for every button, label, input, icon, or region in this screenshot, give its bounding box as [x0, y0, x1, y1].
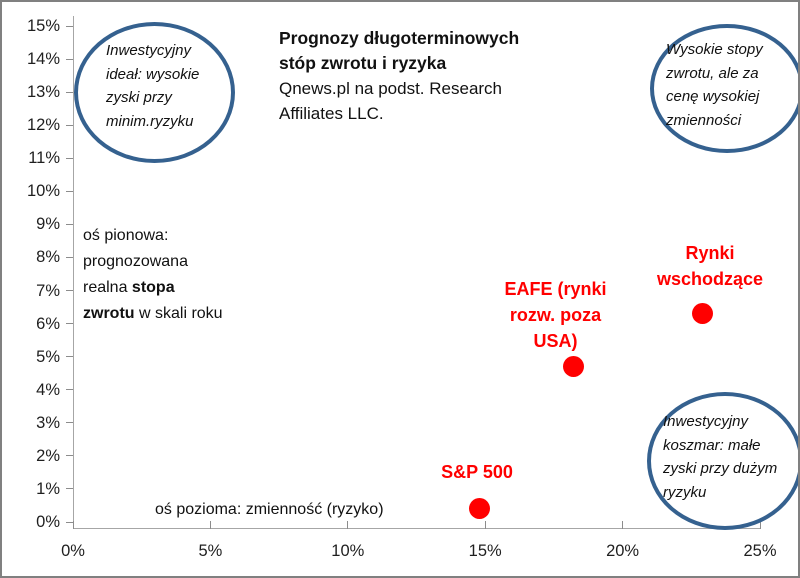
ellipse-high-return-high-risk-text: Wysokie stopy zwrotu, ale za cenę wysoki… [666, 41, 763, 129]
y-axis-line [73, 16, 74, 529]
x-tick-label: 5% [198, 542, 223, 560]
ellipse-investment-nightmare-text: Inwestycyjny koszmar: małe zyski przy du… [663, 413, 778, 501]
y-tick [66, 58, 73, 60]
data-point-label: EAFE (rynki rozw. poza USA) [504, 279, 607, 351]
y-axis-note-post: w skali roku [134, 305, 223, 322]
y-tick-label: 11% [28, 149, 60, 168]
x-tick [347, 521, 349, 529]
data-point-label: S&P 500 [441, 462, 513, 482]
y-tick-label: 7% [36, 281, 60, 300]
x-axis-line [73, 528, 761, 529]
y-tick-label: 15% [26, 17, 60, 35]
y-tick [66, 389, 73, 391]
y-tick [66, 488, 73, 490]
chart-source: Qnews.pl na podst. Research Affiliates L… [279, 79, 503, 123]
y-tick [66, 323, 73, 325]
y-tick-label: 2% [36, 446, 60, 465]
x-tick-label: 25% [743, 542, 777, 560]
y-tick-label: 9% [36, 215, 60, 234]
y-tick-label: 13% [26, 83, 60, 102]
y-tick-label: 4% [36, 380, 60, 399]
ellipse-investment-nightmare [647, 392, 798, 530]
ellipse-investment-ideal [74, 22, 235, 163]
y-tick [66, 422, 73, 424]
y-axis-note-bold: stopa zwrotu [83, 279, 175, 322]
data-point-label: Rynki wschodzące [656, 243, 764, 289]
y-tick [66, 356, 73, 358]
y-tick [66, 455, 73, 457]
data-point [469, 498, 491, 520]
y-tick-label: 8% [36, 248, 60, 267]
data-point [562, 356, 584, 378]
x-tick [209, 521, 211, 529]
y-tick [66, 223, 73, 225]
data-point [691, 303, 713, 325]
x-tick-label: 15% [468, 542, 502, 560]
y-tick-label: 5% [36, 347, 60, 366]
y-tick-label: 14% [26, 50, 60, 69]
y-tick [66, 256, 73, 258]
y-tick-label: 10% [26, 182, 60, 201]
y-tick [66, 290, 73, 292]
x-tick [72, 521, 74, 529]
x-tick [622, 521, 624, 529]
x-tick-label: 0% [61, 542, 85, 560]
y-tick [66, 157, 73, 159]
ellipse-high-return-high-risk [650, 24, 798, 153]
chart-title-block: Prognozy długoterminowych stóp zwrotu i … [279, 26, 537, 126]
y-axis-note-pre: oś pionowa: prognozowana realna [83, 227, 188, 296]
y-tick [66, 25, 73, 27]
chart-title: Prognozy długoterminowych stóp zwrotu i … [279, 28, 520, 73]
y-tick [66, 124, 73, 126]
x-tick-label: 20% [606, 542, 640, 560]
y-tick-label: 3% [36, 413, 60, 432]
y-tick-label: 1% [36, 479, 60, 498]
y-axis-note: oś pionowa: prognozowana realna stopa zw… [83, 223, 223, 327]
y-tick-label: 0% [36, 513, 60, 531]
x-axis-note: oś pozioma: zmienność (ryzyko) [155, 501, 384, 518]
y-tick [66, 91, 73, 93]
y-tick-label: 6% [36, 314, 60, 333]
y-tick [66, 521, 73, 523]
x-tick [484, 521, 486, 529]
y-tick-label: 12% [26, 116, 60, 135]
ellipse-investment-ideal-text: Inwestycyjny ideał: wysokie zyski przy m… [106, 42, 200, 130]
y-tick [66, 190, 73, 192]
x-tick [759, 521, 761, 529]
x-tick-label: 10% [331, 542, 365, 560]
